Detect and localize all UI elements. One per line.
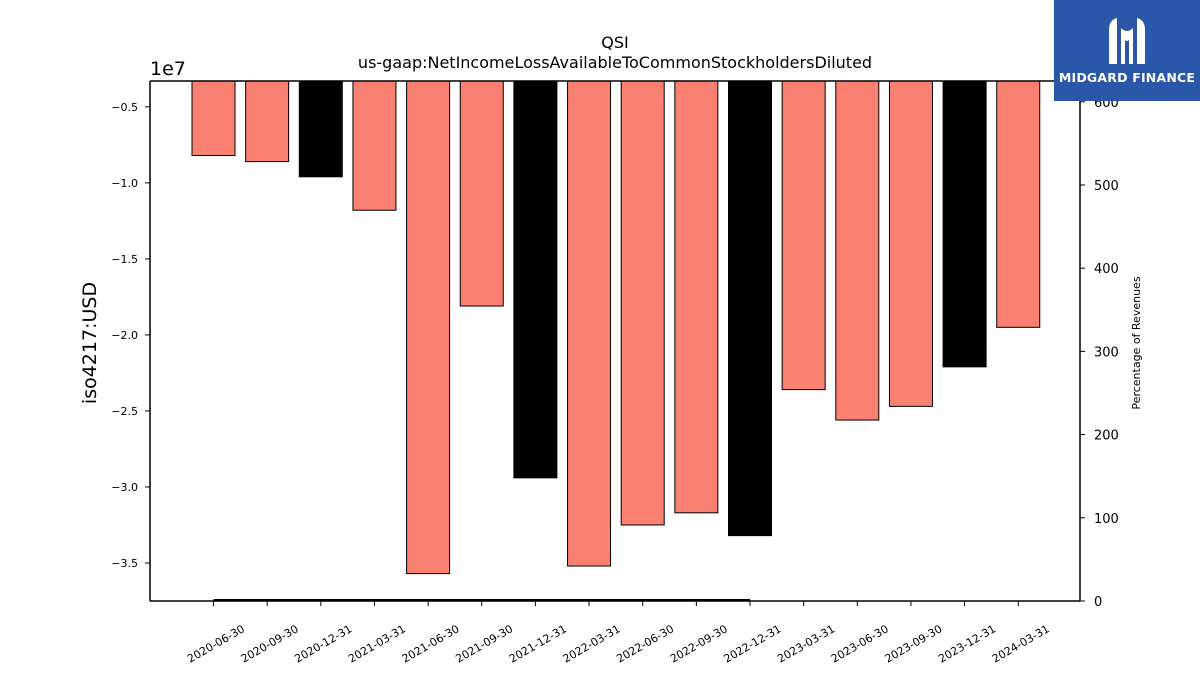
logo-mark-icon bbox=[1109, 18, 1145, 64]
x-tick-label: 2020-12-31 bbox=[292, 622, 354, 665]
bar-2021-12-31 bbox=[513, 80, 558, 479]
bar-2023-12-31 bbox=[942, 80, 987, 368]
y-tick-label: −2.5 bbox=[111, 405, 138, 418]
x-tick-label: 2020-06-30 bbox=[185, 622, 247, 665]
bar-2021-09-30 bbox=[459, 80, 504, 307]
bar-2020-06-30 bbox=[191, 80, 236, 157]
midgard-finance-logo: MIDGARD FINANCE bbox=[1054, 0, 1200, 101]
y-tick-label: −3.5 bbox=[111, 557, 138, 570]
y2-tick-label: 0 bbox=[1094, 595, 1102, 610]
logo-text: MIDGARD FINANCE bbox=[1058, 70, 1196, 85]
x-tick-label: 2023-09-30 bbox=[883, 622, 945, 665]
y2-tick-label: 500 bbox=[1094, 179, 1119, 194]
y-tick-label: −1.5 bbox=[111, 253, 138, 266]
x-tick-label: 2021-06-30 bbox=[400, 622, 462, 665]
y2-axis-label: Percentage of Revenues bbox=[1130, 276, 1143, 409]
y-axis-label: iso4217:USD bbox=[79, 282, 101, 404]
x-tick-label: 2023-12-31 bbox=[936, 622, 998, 665]
x-tick-label: 2023-06-30 bbox=[829, 622, 891, 665]
x-tick-label: 2023-03-31 bbox=[775, 622, 837, 665]
x-tick-label: 2024-03-31 bbox=[990, 622, 1052, 665]
bar-2023-06-30 bbox=[835, 80, 880, 421]
y2-tick-label: 300 bbox=[1094, 345, 1119, 360]
chart-subtitle: us-gaap:NetIncomeLossAvailableToCommonSt… bbox=[358, 53, 872, 72]
bar-2022-09-30 bbox=[674, 80, 719, 514]
bar-2020-09-30 bbox=[245, 80, 290, 163]
bar-2021-03-31 bbox=[352, 80, 397, 211]
y-tick-label: −3.0 bbox=[111, 481, 138, 494]
bar-2023-03-31 bbox=[781, 80, 826, 391]
x-tick-label: 2021-12-31 bbox=[507, 622, 569, 665]
y-offset-label: 1e7 bbox=[150, 58, 186, 80]
bar-2023-09-30 bbox=[888, 80, 933, 407]
y2-tick-label: 400 bbox=[1094, 262, 1119, 277]
x-tick-label: 2022-09-30 bbox=[668, 622, 730, 665]
y2-tick-label: 100 bbox=[1094, 512, 1119, 527]
x-tick-label: 2022-12-31 bbox=[722, 622, 784, 665]
y-tick-label: −1.0 bbox=[111, 177, 138, 190]
bar-2020-12-31 bbox=[298, 80, 343, 178]
y-tick-label: −0.5 bbox=[111, 101, 138, 114]
y2-tick-label: 200 bbox=[1094, 429, 1119, 444]
x-tick-label: 2020-09-30 bbox=[239, 622, 301, 665]
bar-2021-06-30 bbox=[406, 80, 451, 575]
x-tick-label: 2022-03-31 bbox=[561, 622, 623, 665]
x-tick-label: 2022-06-30 bbox=[614, 622, 676, 665]
bar-2022-12-31 bbox=[728, 80, 772, 537]
chart-title: QSI bbox=[601, 33, 628, 52]
x-tick-label: 2021-09-30 bbox=[453, 622, 515, 665]
y-tick-label: −2.0 bbox=[111, 329, 138, 342]
bar-2022-03-31 bbox=[567, 80, 612, 567]
bar-2022-06-30 bbox=[620, 80, 665, 526]
bar-2024-03-31 bbox=[996, 80, 1041, 328]
x-tick-label: 2021-03-31 bbox=[346, 622, 408, 665]
